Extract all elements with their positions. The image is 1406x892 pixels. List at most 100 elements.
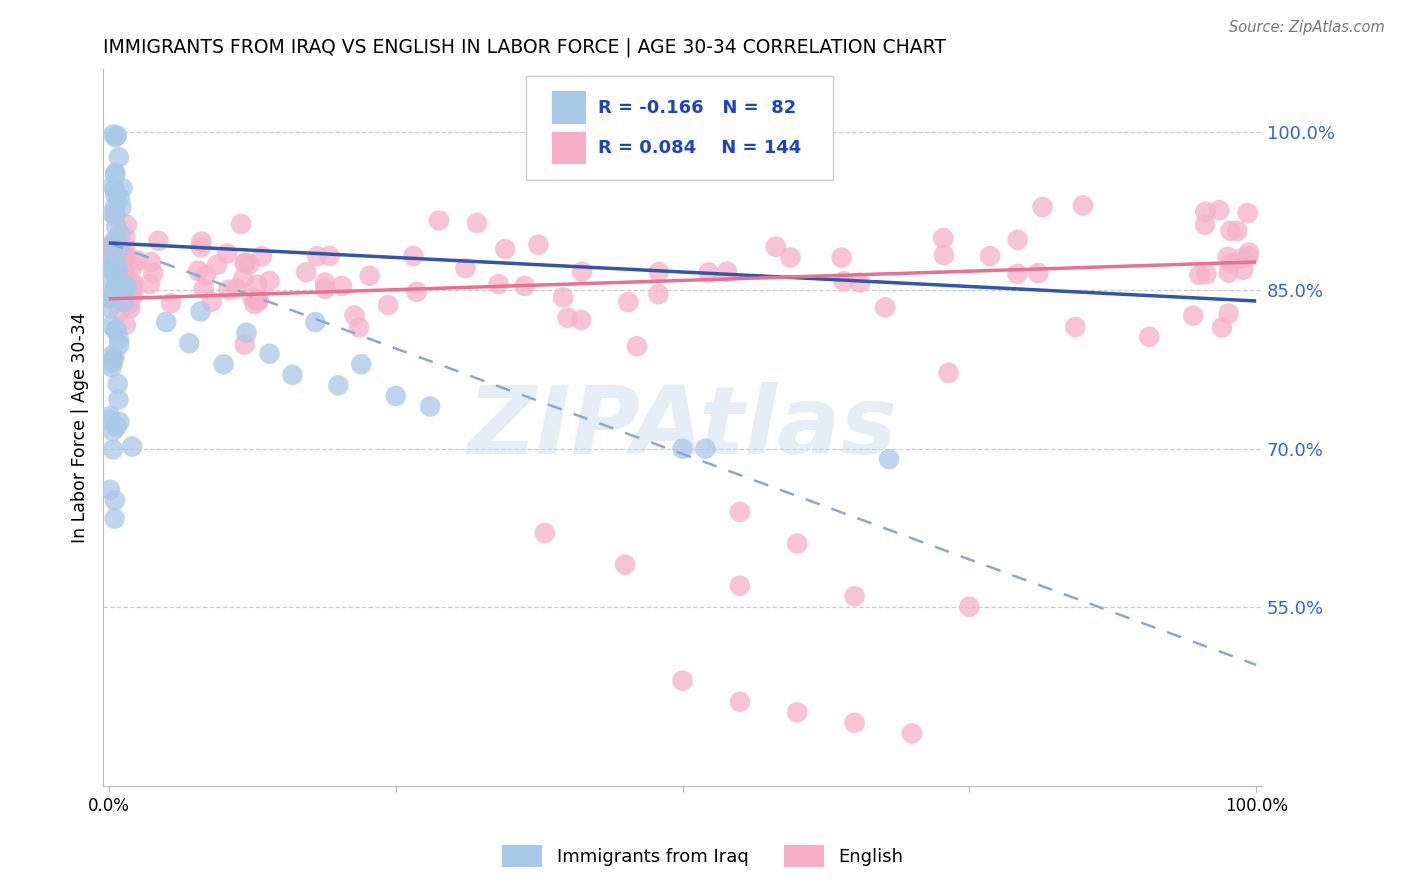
Point [179, 336, 201, 351]
Point [259, 347, 281, 361]
Point [238, 257, 260, 271]
Point [671, 442, 693, 456]
Point [307, 249, 329, 263]
Point [454, 261, 477, 276]
Point [231, 217, 253, 231]
Point [108, 282, 131, 296]
Point [115, 273, 138, 287]
Point [117, 283, 139, 297]
Point [314, 276, 336, 290]
Point [139, 277, 162, 292]
Point [187, 263, 209, 277]
Point [235, 256, 257, 270]
Point [107, 376, 129, 391]
Point [101, 207, 124, 221]
Point [1219, 224, 1241, 238]
Text: IMMIGRANTS FROM IRAQ VS ENGLISH IN LABOR FORCE | AGE 30-34 CORRELATION CHART: IMMIGRANTS FROM IRAQ VS ENGLISH IN LABOR… [103, 37, 946, 57]
Point [728, 695, 751, 709]
Point [115, 280, 138, 294]
Point [831, 251, 853, 265]
Point [104, 323, 127, 337]
Point [1064, 320, 1087, 334]
Point [98, 413, 121, 427]
Point [108, 191, 131, 205]
Point [295, 265, 318, 279]
Point [117, 298, 139, 312]
Point [101, 354, 124, 368]
Point [110, 200, 132, 214]
Point [786, 706, 808, 720]
Point [98, 263, 121, 277]
Point [105, 323, 128, 337]
Point [108, 263, 131, 277]
Point [121, 440, 143, 454]
Point [671, 673, 693, 688]
Point [328, 378, 350, 392]
Point [377, 298, 399, 312]
Point [1182, 309, 1205, 323]
Point [1211, 320, 1233, 334]
Point [318, 249, 340, 263]
Point [1026, 266, 1049, 280]
Point [111, 181, 134, 195]
Point [304, 315, 326, 329]
Point [246, 277, 269, 292]
Point [115, 218, 138, 232]
Point [1237, 250, 1260, 264]
Point [1137, 330, 1160, 344]
Point [98, 291, 121, 305]
Point [217, 283, 239, 297]
Point [233, 256, 256, 270]
Point [343, 309, 366, 323]
Point [105, 419, 128, 434]
Point [122, 260, 145, 274]
Point [122, 277, 145, 291]
Point [110, 246, 132, 260]
Point [101, 348, 124, 362]
Point [101, 178, 124, 193]
Point [728, 579, 751, 593]
Point [101, 285, 124, 300]
Point [108, 150, 131, 164]
Point [513, 279, 536, 293]
Point [193, 282, 215, 296]
Point [190, 235, 212, 249]
Point [217, 246, 239, 260]
Point [111, 252, 134, 267]
Point [235, 326, 257, 340]
Point [569, 313, 592, 327]
Point [1218, 266, 1240, 280]
Point [104, 182, 127, 196]
Point [110, 252, 132, 266]
Point [104, 258, 127, 272]
Point [105, 128, 128, 143]
Point [104, 209, 127, 223]
Point [844, 590, 866, 604]
Point [100, 318, 122, 333]
Point [938, 366, 960, 380]
Text: R = 0.084    N = 144: R = 0.084 N = 144 [598, 139, 801, 157]
Point [103, 128, 125, 142]
Point [104, 166, 127, 180]
Point [1230, 252, 1253, 266]
Point [1188, 268, 1211, 282]
Point [160, 296, 183, 310]
Point [419, 400, 441, 414]
Point [104, 269, 127, 284]
Point [247, 293, 270, 307]
Point [647, 287, 669, 301]
Point [104, 208, 127, 222]
Point [1007, 267, 1029, 281]
Point [405, 285, 427, 299]
Point [103, 350, 125, 364]
Point [114, 242, 136, 256]
Point [571, 264, 593, 278]
Point [107, 392, 129, 407]
Point [979, 249, 1001, 263]
Point [1031, 200, 1053, 214]
Point [697, 265, 720, 279]
Point [101, 259, 124, 273]
Point [105, 260, 128, 274]
Point [121, 282, 143, 296]
Point [142, 266, 165, 280]
